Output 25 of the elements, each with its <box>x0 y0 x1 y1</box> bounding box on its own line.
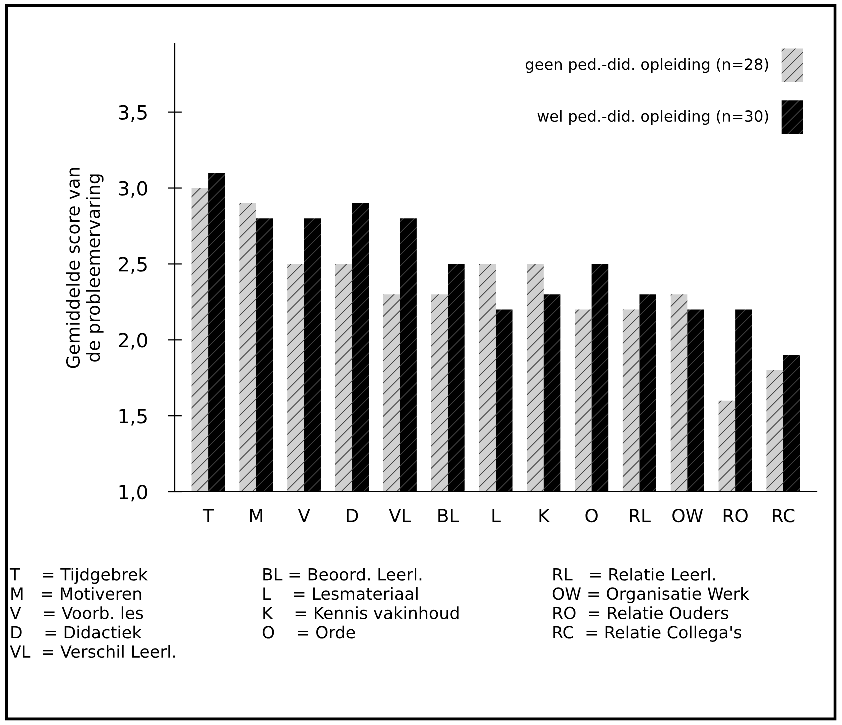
x-tick-label: M <box>250 509 262 522</box>
x-tick-label: RC <box>773 508 795 523</box>
legend-label: geen ped.-did. opleiding (n=28) <box>526 58 768 74</box>
y-tick-label: 3,5 <box>119 105 147 122</box>
y-tick-label: 2,0 <box>119 333 148 350</box>
text: RL = Relatie Leerl. OW = Organisatie Werk RO = Relatie Ouders RC = Relatie Collega's <box>552 568 750 642</box>
legend-label: wel ped.-did. opleiding (n=30) <box>538 110 768 126</box>
y-tick-label: 2,5 <box>119 257 147 274</box>
y-tick-label: 1,0 <box>120 484 148 502</box>
x-tick-label: O <box>586 508 598 523</box>
x-tick-label: VL <box>389 509 412 522</box>
x-tick-label: L <box>492 509 501 522</box>
x-tick-label: D <box>347 509 358 522</box>
x-tick-label: K <box>540 509 550 522</box>
x-tick-label: V <box>298 509 310 522</box>
x-tick-label: RO <box>724 508 748 523</box>
text: T = Tijdgebrek M = Motiveren V = Voorb. les D = Didactiek VL = Verschil Leerl. <box>10 568 176 658</box>
y-tick-label: 3,0 <box>119 181 148 198</box>
y-axis-title: Gemiddelde score van de probleemervaring <box>66 168 104 368</box>
x-tick-label: RL <box>630 509 651 522</box>
y-tick-label: 1,5 <box>120 409 147 426</box>
x-tick-label: OW <box>672 508 704 523</box>
x-tick-label: T <box>202 509 214 522</box>
text: BL = Beoord. Leerl. L = Lesmateriaal K = Kennis vakinhoud O = Orde <box>262 568 459 639</box>
x-tick-label: BL <box>438 509 460 522</box>
